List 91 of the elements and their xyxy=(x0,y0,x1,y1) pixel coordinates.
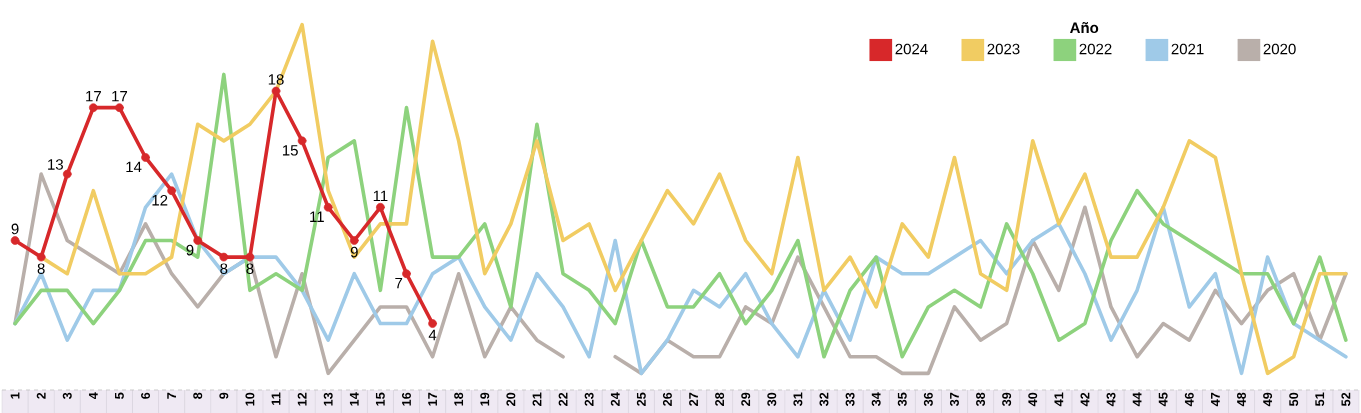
x-tick-label: 18 xyxy=(454,392,464,406)
x-tick-label: 33 xyxy=(845,392,855,407)
x-tick-label: 4 xyxy=(88,392,98,400)
x-tick-label: 28 xyxy=(715,392,725,406)
x-tick-label: 42 xyxy=(1080,392,1090,407)
data-label: 11 xyxy=(373,190,388,202)
data-label: 9 xyxy=(186,244,194,256)
x-tick-label: 24 xyxy=(610,392,620,406)
data-label: 9 xyxy=(11,223,19,235)
x-tick-label: 21 xyxy=(532,392,542,406)
point xyxy=(297,136,307,146)
x-tick-label: 23 xyxy=(584,392,594,406)
point xyxy=(376,202,385,212)
x-tick-label: 48 xyxy=(1237,392,1246,407)
point xyxy=(323,202,333,212)
x-tick-label: 45 xyxy=(1158,392,1168,407)
data-label: 7 xyxy=(395,278,403,289)
x-tick-label: 32 xyxy=(819,392,829,407)
point xyxy=(193,236,203,245)
x-tick-label: 51 xyxy=(1315,392,1325,406)
x-tick-label: 19 xyxy=(480,392,490,406)
point xyxy=(10,236,20,245)
x-tick-label: 8 xyxy=(193,392,203,399)
data-label: 8 xyxy=(37,263,45,274)
x-tick-label: 47 xyxy=(1211,392,1220,407)
data-label: 8 xyxy=(246,263,254,274)
x-tick-label: 9 xyxy=(219,392,229,399)
point xyxy=(141,153,150,162)
x-tick-label: 2 xyxy=(36,392,46,399)
x-tick-label: 12 xyxy=(297,392,307,406)
data-label: 8 xyxy=(220,263,228,274)
x-tick-label: 1 xyxy=(10,392,20,399)
x-tick-label: 15 xyxy=(375,392,385,406)
data-label: 13 xyxy=(48,159,63,170)
legend-label: 2022 xyxy=(1079,43,1112,55)
x-tick-label: 44 xyxy=(1132,392,1142,407)
data-label: 15 xyxy=(282,145,298,156)
legend-title: Año xyxy=(1070,22,1099,34)
data-label: 11 xyxy=(310,211,324,222)
point xyxy=(402,269,411,279)
x-tick-label: 27 xyxy=(689,392,698,406)
data-label: 14 xyxy=(126,161,142,173)
data-label: 17 xyxy=(112,91,128,102)
x-tick-label: 17 xyxy=(428,392,437,406)
x-tick-label: 41 xyxy=(1054,392,1064,407)
point xyxy=(428,319,437,328)
x-tick-label: 11 xyxy=(271,392,281,405)
x-tick-label: 6 xyxy=(141,392,151,399)
legend-label: 2023 xyxy=(987,43,1020,55)
x-tick-label: 30 xyxy=(767,392,777,407)
x-tick-label: 52 xyxy=(1341,392,1351,406)
x-tick-label: 36 xyxy=(923,392,933,407)
x-tick-label: 13 xyxy=(323,392,333,406)
data-label: 17 xyxy=(86,91,101,102)
x-tick-label: 14 xyxy=(349,392,359,406)
x-tick-label: 43 xyxy=(1106,392,1116,407)
x-tick-label: 29 xyxy=(741,392,751,406)
point xyxy=(245,252,255,262)
data-label: 12 xyxy=(152,194,168,206)
point xyxy=(115,103,124,112)
x-tick-label: 10 xyxy=(245,392,255,406)
x-tick-label: 49 xyxy=(1263,392,1273,407)
x-tick-label: 3 xyxy=(62,392,72,399)
point xyxy=(62,169,72,179)
x-tick-label: 38 xyxy=(976,392,986,407)
x-tick-label: 20 xyxy=(506,392,516,406)
x-tick-label: 22 xyxy=(558,392,568,406)
legend-label: 2020 xyxy=(1263,43,1296,55)
x-tick-label: 39 xyxy=(1002,392,1012,407)
point xyxy=(271,86,281,96)
legend-label: 2024 xyxy=(895,43,928,55)
point xyxy=(349,236,359,245)
x-tick-label: 31 xyxy=(793,392,803,407)
point xyxy=(219,252,229,262)
point xyxy=(167,186,176,196)
x-tick-label: 50 xyxy=(1289,392,1299,406)
x-tick-label: 7 xyxy=(167,392,176,399)
x-tick-label: 26 xyxy=(662,392,672,406)
data-label: 4 xyxy=(428,329,437,341)
legend-label: 2021 xyxy=(1171,43,1204,55)
point xyxy=(89,103,98,112)
x-tick-label: 5 xyxy=(115,392,124,399)
data-label: 9 xyxy=(350,246,358,258)
x-tick-label: 35 xyxy=(897,392,907,407)
x-tick-label: 16 xyxy=(401,392,411,406)
x-tick-label: 25 xyxy=(636,392,646,406)
point xyxy=(36,252,46,262)
x-tick-label: 46 xyxy=(1184,392,1194,407)
x-tick-label: 34 xyxy=(871,392,881,407)
x-tick-label: 37 xyxy=(949,392,959,407)
x-tick-label: 40 xyxy=(1028,392,1038,407)
